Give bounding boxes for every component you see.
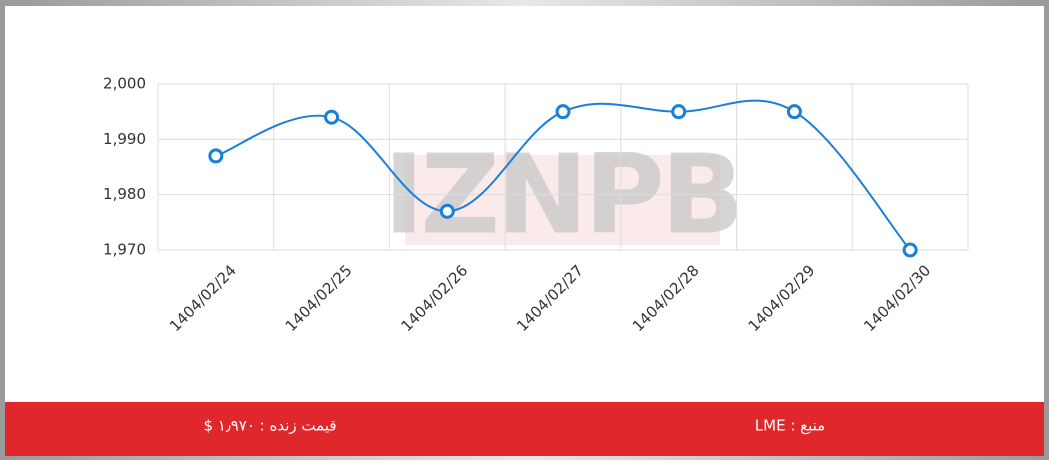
point [439,203,455,219]
live-price: قیمت زنده : ۱٫۹۷۰ $ [203,417,336,435]
point [786,104,802,120]
point [324,109,340,125]
y-tick-label: 1,970 [103,241,146,259]
watermark-bg [405,155,720,245]
y-tick-label: 1,990 [103,130,146,148]
point [671,104,687,120]
point [902,242,918,258]
footer-bar [5,402,1044,456]
y-tick-label: 1,980 [103,185,146,203]
point [208,148,224,164]
source: منبع : LME [755,417,825,435]
y-tick-label: 2,000 [103,75,146,93]
point [555,104,571,120]
